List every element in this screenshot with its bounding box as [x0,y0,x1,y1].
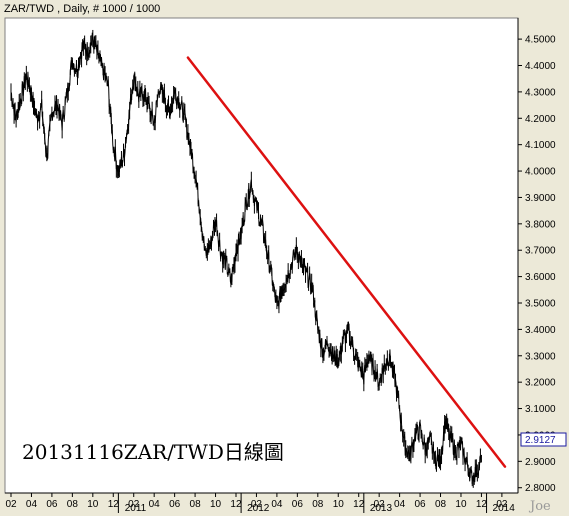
price-series [10,29,482,488]
y-tick-label: 3.2000 [525,378,556,389]
y-tick-label: 3.8000 [525,219,556,230]
x-tick-label: 12 [230,499,242,510]
x-tick-label: 04 [149,499,161,510]
x-tick-label: 02 [374,499,386,510]
chart-annotation: 20131116ZAR/TWD日線圖 [22,440,284,464]
x-tick-label: 04 [271,499,283,510]
y-tick-label: 4.5000 [525,35,556,46]
x-tick-label: 12 [476,499,488,510]
chart-title: ZAR/TWD , Daily, # 1000 / 1000 [4,3,160,15]
x-tick-label: 02 [251,499,263,510]
x-tick-label: 10 [333,499,345,510]
x-tick-label: 02 [128,499,140,510]
x-tick-label: 12 [353,499,365,510]
x-tick-label: 04 [26,499,38,510]
y-tick-label: 4.0000 [525,167,556,178]
x-tick-label: 08 [435,499,447,510]
plot-area [4,17,519,494]
year-label: 2014 [493,503,516,514]
year-label: 2011 [125,503,147,514]
y-tick-label: 3.6000 [525,272,556,283]
last-value-box [520,432,567,447]
x-tick-label: 02 [496,499,508,510]
x-tick-label: 06 [169,499,181,510]
x-tick-label: 10 [87,499,99,510]
y-tick-label: 3.4000 [525,325,556,336]
last-value-label: 2.9127 [525,435,556,446]
x-tick-label: 12 [108,499,120,510]
x-tick-label: 04 [394,499,406,510]
year-label: 2013 [370,503,393,514]
y-tick-label: 3.3000 [525,351,556,362]
y-tick-label: 4.3000 [525,87,556,98]
x-tick-label: 10 [210,499,222,510]
x-tick-label: 08 [67,499,79,510]
x-tick-label: 06 [292,499,304,510]
year-label: 2012 [247,503,270,514]
x-tick-label: 06 [415,499,427,510]
x-tick-label: 08 [190,499,202,510]
y-tick-label: 3.5000 [525,299,556,310]
x-tick-label: 08 [312,499,324,510]
x-tick-label: 10 [455,499,467,510]
y-tick-label: 2.9000 [525,457,556,468]
signature: Joe [528,499,551,514]
y-tick-label: 4.4000 [525,61,556,72]
y-tick-label: 3.1000 [525,404,556,415]
y-tick-label: 3.7000 [525,246,556,257]
y-axis-strip [518,18,569,493]
y-tick-label: 4.1000 [525,140,556,151]
x-tick-label: 06 [46,499,58,510]
x-axis-years: 2011 2012 2013 2014 [117,493,516,514]
trendline [186,56,507,468]
x-axis-ticks: 02 04 06 08 10 12 02 04 06 08 10 12 02 04 06 08 10 12 02 04… [5,493,508,510]
x-tick-label: 02 [5,499,17,510]
y-tick-label: 4.2000 [525,114,556,125]
y-tick-label: 3.9000 [525,193,556,204]
y-tick-label: 2.8000 [525,483,556,494]
